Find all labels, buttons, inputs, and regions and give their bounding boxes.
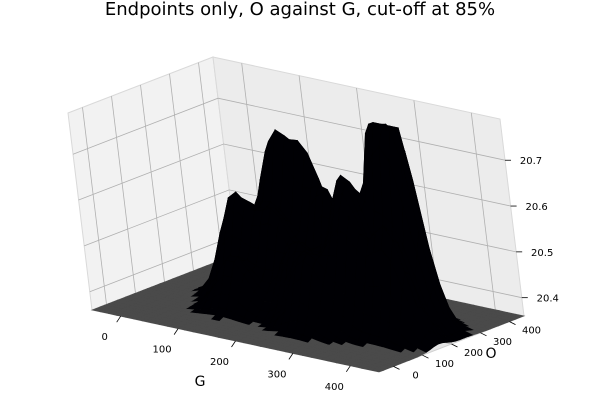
x-tick-label: 300 bbox=[267, 369, 286, 380]
z-tick-label: 20.7 bbox=[520, 156, 542, 167]
y-tick-mark bbox=[451, 343, 458, 348]
surface-cell bbox=[371, 285, 382, 319]
surface-cell bbox=[90, 308, 106, 313]
x-tick-label: 0 bbox=[102, 332, 108, 343]
x-axis-label: G bbox=[195, 374, 206, 390]
y-tick-label: 100 bbox=[435, 359, 454, 370]
surface-cell bbox=[263, 146, 274, 181]
x-tick-mark bbox=[288, 353, 294, 360]
y-tick-mark bbox=[422, 354, 429, 359]
z-tick-label: 20.5 bbox=[531, 248, 553, 259]
z-grid-line bbox=[78, 143, 511, 207]
x-tick-label: 400 bbox=[325, 382, 344, 393]
y-axis-label: O bbox=[485, 346, 496, 362]
surface-cell bbox=[364, 252, 374, 287]
x-tick-mark bbox=[116, 315, 122, 323]
surface-cell bbox=[372, 248, 382, 287]
x-tick-label: 200 bbox=[210, 357, 229, 368]
z-tick-label: 20.4 bbox=[537, 294, 559, 305]
chart-title: Endpoints only, O against G, cut-off at … bbox=[104, 0, 496, 20]
y-tick-label: 200 bbox=[464, 348, 483, 359]
y-tick-mark bbox=[393, 366, 400, 370]
surface-mesh bbox=[90, 121, 526, 373]
x-tick-mark bbox=[173, 328, 179, 335]
x-tick-mark bbox=[345, 365, 351, 373]
y-tick-mark bbox=[480, 332, 487, 337]
x-tick-label: 100 bbox=[153, 345, 172, 356]
z-grid-line bbox=[72, 97, 506, 161]
surface-cell bbox=[363, 285, 374, 317]
y-tick-label: 400 bbox=[522, 326, 541, 337]
x-tick-mark bbox=[231, 340, 236, 348]
z-tick-label: 20.6 bbox=[525, 202, 547, 213]
y-tick-label: 300 bbox=[493, 337, 512, 348]
tick-labels: 0 100 200 300 400 0 100 200 300 400 20.4 20.5 20.6 20… bbox=[102, 156, 559, 393]
y-tick-mark bbox=[509, 321, 516, 325]
y-tick-label: 0 bbox=[412, 370, 418, 381]
